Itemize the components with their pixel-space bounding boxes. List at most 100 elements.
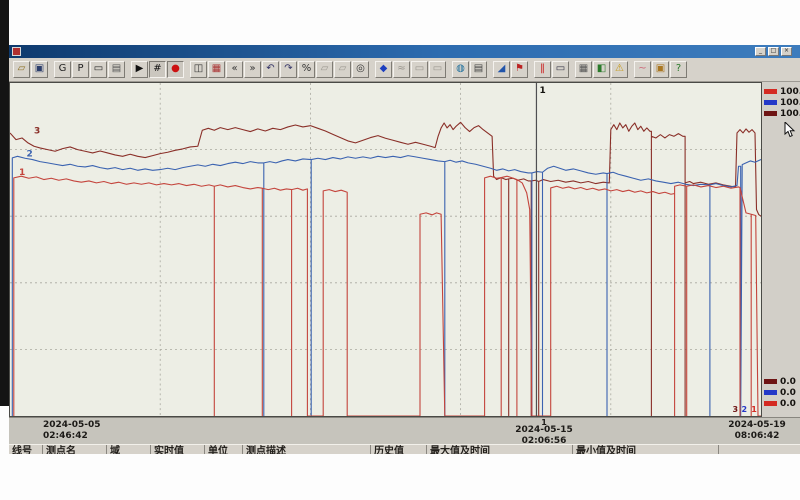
percent-scale-button[interactable]: % bbox=[298, 61, 315, 78]
record-button[interactable]: ● bbox=[167, 61, 184, 78]
display-button[interactable]: ▭ bbox=[552, 61, 569, 78]
measure-button[interactable]: ◢ bbox=[493, 61, 510, 78]
table-column-header[interactable]: 测点描述 bbox=[243, 445, 371, 454]
table-column-header[interactable]: 最大值及时间 bbox=[427, 445, 573, 454]
toolbar-group: ▦ ◧ ⚠ bbox=[575, 61, 628, 78]
trend-application-window: _ □ × ▱ ▣ G P ▭ ▤ ▶ # ● ◫ ▦ «» ↶ ↷% ▱ ▱ ◎ ◆ ≈ ▭ ▭ ◍ ▤ ◢ ⚑ ‖ ▭ ▦ ◧ ⚠ ~ ▣? … bbox=[9, 45, 800, 454]
scale-value: 100.0 bbox=[780, 97, 800, 108]
snapshot-button[interactable]: ▣ bbox=[652, 61, 669, 78]
toolbar-group: ◫ ▦ «» ↶ ↷% ▱ ▱ ◎ bbox=[190, 61, 369, 78]
stats-button: ▭ bbox=[411, 61, 428, 78]
scale-value: 100.0 bbox=[780, 86, 800, 97]
table-column-header[interactable]: 实时值 bbox=[151, 445, 205, 454]
table-column-header[interactable]: 最小值及时间 bbox=[573, 445, 719, 454]
zoom-reset-button[interactable]: ◫ bbox=[190, 61, 207, 78]
table-column-filler bbox=[719, 445, 800, 454]
pen-color-swatch bbox=[764, 100, 777, 105]
trend-curve-pen-1 bbox=[13, 175, 761, 416]
cursor-tick-label: 1 bbox=[541, 418, 547, 427]
table-column-header[interactable]: 单位 bbox=[205, 445, 243, 454]
toolbar-group: ~ ▣? bbox=[634, 61, 687, 78]
time-axis-bar: 2024-05-05 02:46:42 1 2024-05-15 02:06:5… bbox=[9, 417, 800, 447]
pen-color-swatch bbox=[764, 379, 777, 384]
legend-row-pen-1: 0.0 bbox=[764, 398, 800, 409]
paste-button[interactable]: ▤ bbox=[108, 61, 125, 78]
toolbar-group: ‖ ▭ bbox=[534, 61, 569, 78]
table-column-header[interactable]: 测点名 bbox=[43, 445, 107, 454]
legend-row-pen-2: 0.0 bbox=[764, 387, 800, 398]
toolbar-group: ▶ # ● bbox=[131, 61, 184, 78]
cursor-time: 02:06:56 bbox=[521, 436, 567, 446]
undo-zoom-button[interactable]: ↶ bbox=[262, 61, 279, 78]
marker-button[interactable]: ◆ bbox=[375, 61, 392, 78]
end-time: 08:06:42 bbox=[734, 431, 780, 441]
pen-number-label: 1 bbox=[19, 168, 25, 178]
legend-row-pen-3: 100.0 bbox=[764, 108, 800, 119]
legend-row-pen-1: 100.0 bbox=[764, 86, 800, 97]
toolbar-group: ◍ ▤ bbox=[452, 61, 487, 78]
scale-value: 0.0 bbox=[780, 398, 796, 409]
operator-button[interactable]: ⚑ bbox=[511, 61, 528, 78]
next-page-button: ▱ bbox=[334, 61, 351, 78]
play-button[interactable]: ▶ bbox=[131, 61, 148, 78]
compare-button: ▭ bbox=[429, 61, 446, 78]
time-axis-end: 2024-05-19 08:06:42 bbox=[714, 420, 800, 442]
report-button[interactable]: ▦ bbox=[575, 61, 592, 78]
legend-row-pen-3: 0.0 bbox=[764, 376, 800, 387]
table-column-header[interactable]: 线号 bbox=[9, 445, 43, 454]
network-button[interactable]: ◍ bbox=[452, 61, 469, 78]
file-chart-button[interactable]: ◧ bbox=[593, 61, 610, 78]
close-button[interactable]: × bbox=[781, 47, 792, 56]
pause-output-button[interactable]: ‖ bbox=[534, 61, 551, 78]
scale-value: 100.0 bbox=[780, 108, 800, 119]
window-button[interactable]: ▭ bbox=[90, 61, 107, 78]
table-column-header[interactable]: 域 bbox=[107, 445, 151, 454]
end-date: 2024-05-19 bbox=[728, 420, 786, 430]
curve-style-button: ≈ bbox=[393, 61, 410, 78]
pan-right-button[interactable]: » bbox=[244, 61, 261, 78]
page-print-button[interactable]: P bbox=[72, 61, 89, 78]
photo-dark-edge bbox=[0, 0, 9, 406]
window-buttons: _ □ × bbox=[755, 47, 792, 56]
prev-page-button: ▱ bbox=[316, 61, 333, 78]
titlebar[interactable]: _ □ × bbox=[9, 45, 800, 58]
help-button[interactable]: ? bbox=[670, 61, 687, 78]
table-column-header[interactable]: 历史值 bbox=[371, 445, 427, 454]
pan-left-button[interactable]: « bbox=[226, 61, 243, 78]
toolbar-group: ◆ ≈ ▭ ▭ bbox=[375, 61, 446, 78]
pen-color-swatch bbox=[764, 390, 777, 395]
group-print-button[interactable]: G bbox=[54, 61, 71, 78]
start-date: 2024-05-05 bbox=[43, 420, 101, 430]
select-range-button[interactable]: ▦ bbox=[208, 61, 225, 78]
pen-color-swatch bbox=[764, 401, 777, 406]
pen-end-marker: 2 bbox=[741, 405, 747, 414]
minimize-button[interactable]: _ bbox=[755, 47, 766, 56]
save-button[interactable]: ▣ bbox=[31, 61, 48, 78]
legend-row-pen-2: 100.0 bbox=[764, 97, 800, 108]
wave-button[interactable]: ~ bbox=[634, 61, 651, 78]
grid-toggle-button[interactable]: # bbox=[149, 61, 166, 78]
maximize-button[interactable]: □ bbox=[768, 47, 779, 56]
find-button[interactable]: ◎ bbox=[352, 61, 369, 78]
time-axis-cursor: 1 2024-05-15 02:06:56 bbox=[474, 418, 614, 447]
pen-end-marker: 3 bbox=[732, 405, 738, 414]
pen-end-marker: 1 bbox=[751, 405, 757, 414]
time-axis-start: 2024-05-05 02:46:42 bbox=[43, 420, 101, 442]
redo-zoom-button[interactable]: ↷ bbox=[280, 61, 297, 78]
app-icon bbox=[12, 47, 21, 56]
toolbar-group: ◢ ⚑ bbox=[493, 61, 528, 78]
trend-curve-pen-3 bbox=[10, 121, 761, 416]
scale-min-legend: 0.0 0.0 0.0 bbox=[764, 376, 800, 409]
open-button[interactable]: ▱ bbox=[13, 61, 30, 78]
cursor-date: 2024-05-15 bbox=[515, 425, 573, 435]
print-button[interactable]: ▤ bbox=[470, 61, 487, 78]
scale-value: 0.0 bbox=[780, 376, 796, 387]
toolbar-group: ▱ ▣ bbox=[13, 61, 48, 78]
alarm-button[interactable]: ⚠ bbox=[611, 61, 628, 78]
time-cursor-label: 1 bbox=[539, 86, 545, 96]
